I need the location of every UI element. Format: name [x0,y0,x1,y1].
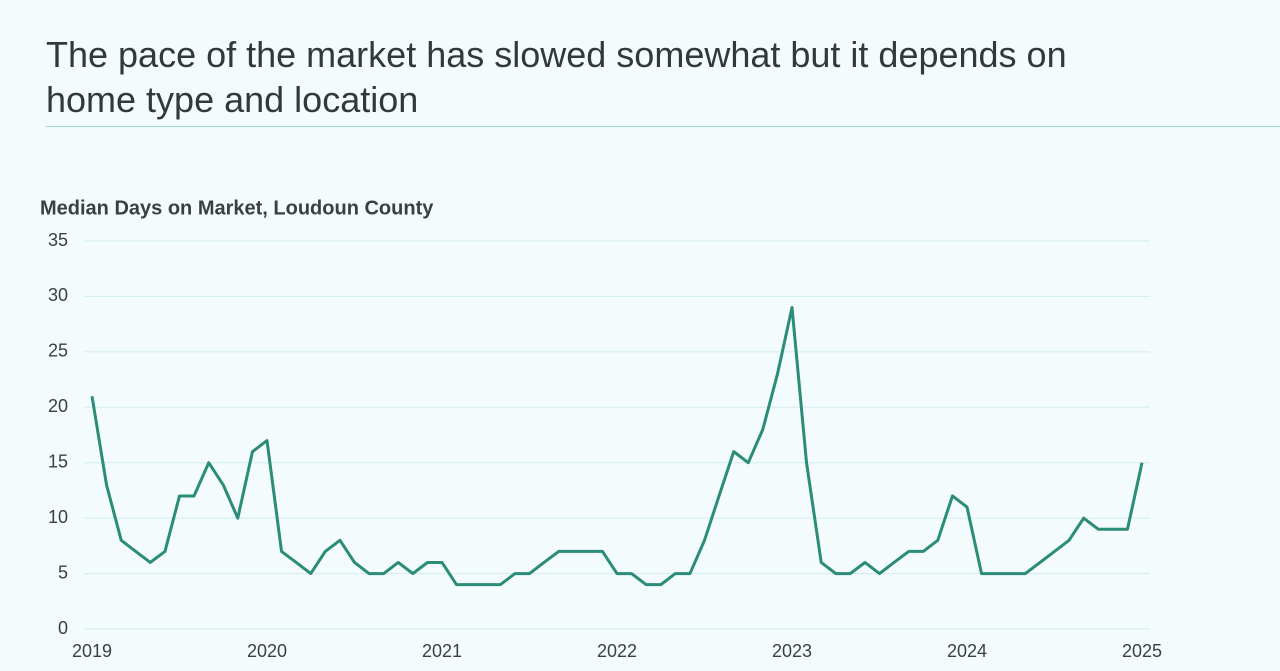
y-tick-label: 10 [48,507,68,527]
y-tick-label: 35 [48,230,68,250]
chart-title: Median Days on Market, Loudoun County [40,197,434,219]
x-tick-label: 2020 [247,641,287,661]
divider [46,126,1280,127]
x-tick-label: 2021 [422,641,462,661]
y-tick-label: 25 [48,341,68,361]
y-tick-label: 5 [58,562,68,582]
x-tick-label: 2024 [947,641,987,661]
x-tick-label: 2019 [72,641,112,661]
x-tick-label: 2022 [597,641,637,661]
y-tick-label: 0 [58,618,68,638]
data-line [90,306,1144,587]
y-tick-label: 15 [48,451,68,471]
y-tick-label: 20 [48,396,68,416]
y-tick-label: 30 [48,285,68,305]
x-tick-label: 2023 [772,641,812,661]
x-tick-label: 2025 [1122,641,1162,661]
page-title: The pace of the market has slowed somewh… [46,34,1067,120]
